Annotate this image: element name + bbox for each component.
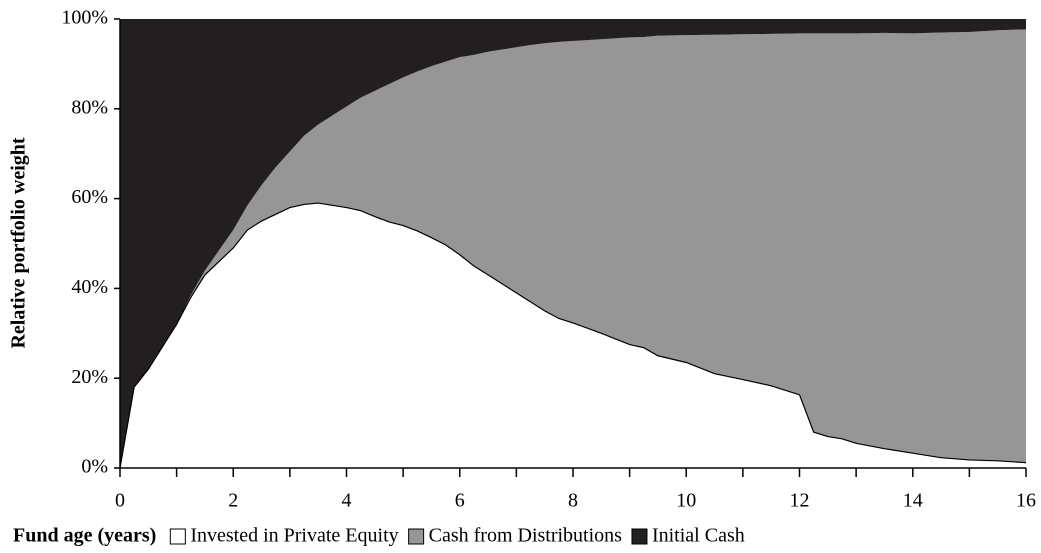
legend-swatch [631, 528, 648, 545]
x-axis-label: Fund age (years) [13, 525, 156, 547]
x-tick-label: 4 [342, 490, 352, 512]
legend-label: Cash from Distributions [429, 525, 623, 547]
legend-swatch [408, 528, 425, 545]
y-tick-label: 0% [81, 456, 108, 478]
y-tick-label: 60% [71, 186, 108, 208]
x-tick-label: 10 [676, 490, 696, 512]
legend-label: Initial Cash [652, 525, 745, 547]
y-axis-label: Relative portfolio weight [8, 137, 30, 348]
y-tick-label: 100% [61, 7, 108, 29]
invested-line [119, 202, 1027, 469]
area [120, 19, 1026, 468]
y-tick-label: 20% [71, 366, 108, 388]
x-tick-label: 12 [790, 490, 810, 512]
area [120, 203, 1026, 468]
x-tick-label: 16 [1016, 490, 1036, 512]
x-tick-label: 2 [228, 490, 238, 512]
legend-swatch [169, 528, 186, 545]
area [120, 29, 1026, 469]
x-tick-label: 8 [568, 490, 578, 512]
legend-label: Invested in Private Equity [190, 525, 398, 547]
x-tick-label: 0 [115, 490, 125, 512]
y-tick-label: 40% [71, 276, 108, 298]
x-tick-label: 14 [903, 490, 923, 512]
y-tick-label: 80% [71, 96, 108, 118]
x-tick-label: 6 [455, 490, 465, 512]
